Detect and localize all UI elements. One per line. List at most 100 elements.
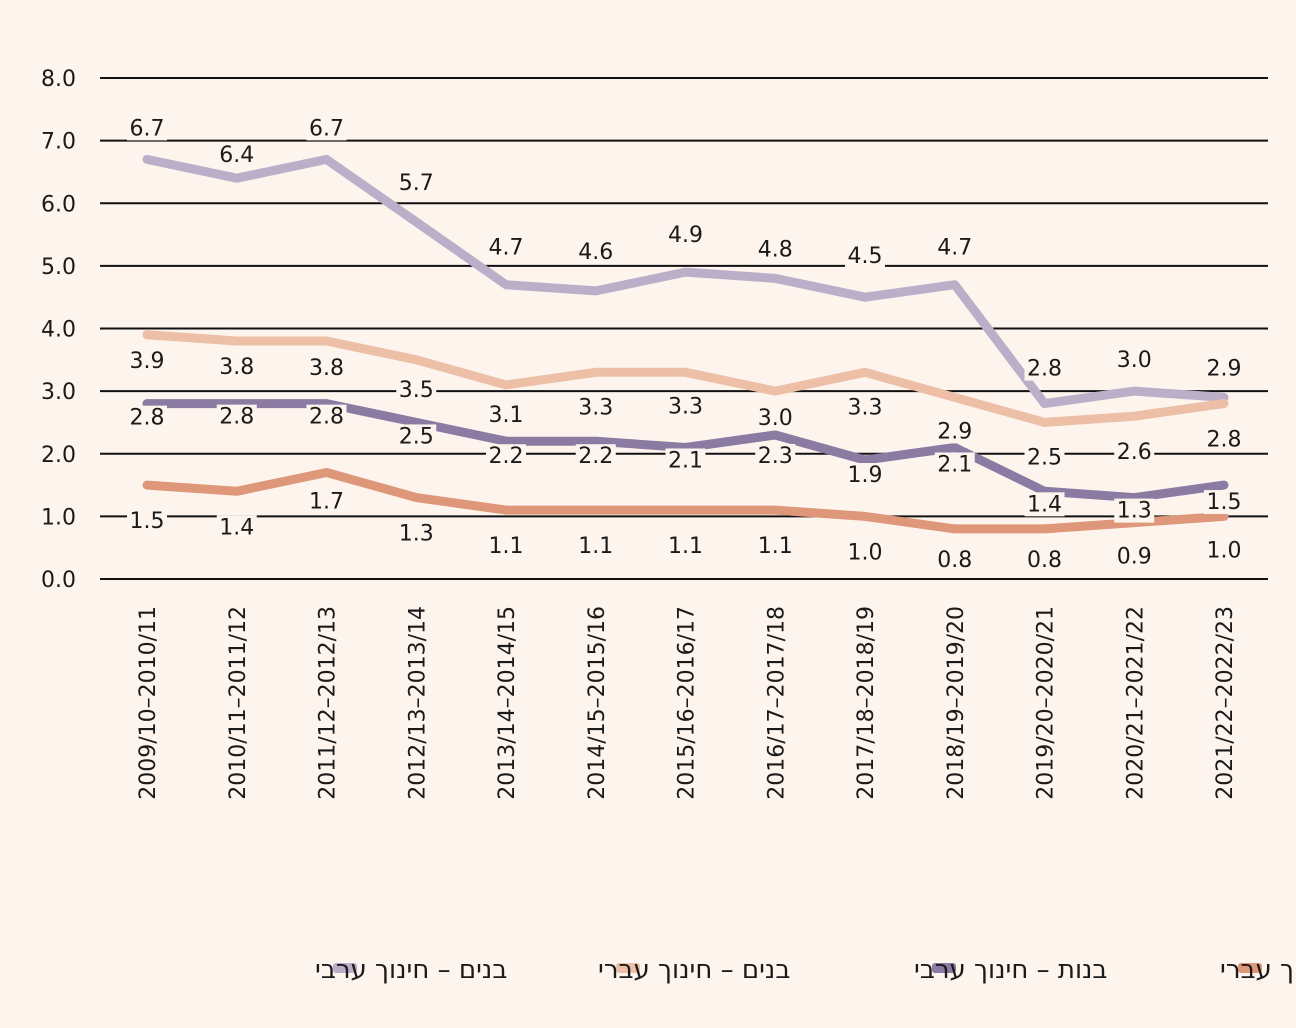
data-label-bg <box>127 509 167 534</box>
legend-swatch <box>616 963 640 973</box>
data-label-bg <box>575 239 616 264</box>
data-label: 3.3 <box>668 394 703 419</box>
legend-label: בנים – חינוך עברי <box>598 955 790 985</box>
data-label-bg <box>665 448 706 473</box>
data-label-bg <box>216 143 257 168</box>
data-label: 2.3 <box>758 444 793 469</box>
data-label-bg <box>575 395 616 420</box>
data-label-bg <box>845 463 885 488</box>
y-tick-label: 5.0 <box>41 255 76 280</box>
data-label: 1.5 <box>130 509 165 534</box>
data-label-bg <box>934 547 975 572</box>
data-label-bg <box>1204 538 1244 563</box>
data-label-bg <box>486 534 526 559</box>
x-tick-label: 2016/17–2017/18 <box>764 606 789 800</box>
data-label-bg <box>665 223 706 248</box>
series-line-0 <box>142 154 1229 409</box>
data-label-bg <box>1114 348 1155 373</box>
data-label: 1.0 <box>848 540 883 565</box>
data-label-bg <box>755 443 796 468</box>
data-label: 3.8 <box>309 356 344 381</box>
x-tick-label: 2015/16–2016/17 <box>675 606 700 800</box>
y-tick-label: 2.0 <box>41 443 76 468</box>
data-label: 2.8 <box>1207 428 1242 453</box>
data-label-bg <box>396 171 437 196</box>
y-axis: 0.0 1.0 2.0 3.0 4.0 5.0 6.0 7.0 8.0 <box>41 67 76 593</box>
data-label: 3.3 <box>848 395 883 420</box>
data-label-bg <box>1114 440 1155 465</box>
data-label-bg <box>665 394 706 419</box>
y-tick-label: 3.0 <box>41 380 76 405</box>
gridlines <box>100 77 1268 580</box>
data-label: 0.8 <box>1027 548 1062 573</box>
y-tick-label: 7.0 <box>41 130 76 155</box>
data-label: 3.0 <box>1117 348 1152 373</box>
legend-label: בנים – חינוך ערבי <box>315 955 507 985</box>
data-label-bg <box>575 534 616 559</box>
data-label-bg <box>486 444 526 469</box>
data-label-bg <box>1204 356 1244 381</box>
y-tick-label: 8.0 <box>41 67 76 92</box>
data-label-bg <box>396 424 437 449</box>
y-tick-label: 0.0 <box>41 568 76 593</box>
data-label-bg <box>845 395 885 420</box>
y-tick-label: 6.0 <box>41 192 76 217</box>
series-line-3 <box>142 468 1229 534</box>
data-label-bg <box>127 116 167 141</box>
data-label: 6.4 <box>219 143 254 168</box>
x-axis: 2009/10–2010/11 2010/11–2011/12 2011/12–20… <box>136 606 1238 800</box>
x-tick-label: 2009/10–2010/11 <box>136 606 161 800</box>
data-labels: 6.7 6.4 6.7 5.7 4.7 4.6 4.9 4.8 4.5 4.7 2.8 3.0 2.9 3… <box>127 116 1244 573</box>
data-label-bg <box>575 444 616 469</box>
data-label-bg <box>306 404 347 429</box>
data-label: 5.7 <box>399 171 434 196</box>
legend: בנות – חינוך עברי בנות – חינוך ערבי בנים –… <box>315 955 1296 985</box>
legend-label: בנות – חינוך ערבי <box>914 955 1107 985</box>
x-tick-label: 2011/12–2012/13 <box>316 606 341 800</box>
data-label: 2.2 <box>489 444 524 469</box>
data-label: 2.9 <box>937 419 972 444</box>
legend-swatch <box>932 963 956 973</box>
data-label-bg <box>845 540 885 565</box>
data-label-bg <box>934 235 975 260</box>
data-label: 1.0 <box>1207 538 1242 563</box>
data-label: 2.8 <box>130 406 165 431</box>
data-label: 2.6 <box>1117 440 1152 465</box>
data-label: 4.8 <box>758 237 793 262</box>
data-label-bg <box>934 419 975 444</box>
data-label-bg <box>1024 356 1065 381</box>
data-label: 1.1 <box>578 534 613 559</box>
data-label-bg <box>755 534 796 559</box>
data-label: 2.8 <box>309 405 344 430</box>
data-label: 2.5 <box>399 424 434 449</box>
data-label-bg <box>1114 544 1155 569</box>
x-tick-label: 2010/11–2011/12 <box>226 606 251 800</box>
data-label: 2.8 <box>219 405 254 430</box>
data-label: 4.7 <box>937 236 972 261</box>
data-label-bg <box>306 489 347 514</box>
data-label: 3.9 <box>130 349 165 374</box>
data-label: 4.7 <box>489 236 524 261</box>
data-label-bg <box>486 402 526 427</box>
data-label-bg <box>665 534 706 559</box>
data-label: 2.1 <box>937 452 972 477</box>
data-label-bg <box>1204 490 1244 515</box>
data-label: 1.3 <box>399 522 434 547</box>
x-tick-label: 2013/14–2014/15 <box>495 606 520 800</box>
series-line-2 <box>142 399 1229 503</box>
data-label-bg <box>216 404 257 429</box>
legend-label: בנות – חינוך עברי <box>1220 955 1296 985</box>
data-label-bg <box>755 237 796 262</box>
data-label: 2.5 <box>1027 445 1062 470</box>
data-label: 1.1 <box>758 534 793 559</box>
data-label: 1.3 <box>1117 499 1152 524</box>
x-tick-label: 2018/19–2019/20 <box>944 606 969 800</box>
data-label: 3.5 <box>399 378 434 403</box>
data-label-bg <box>1024 547 1065 572</box>
data-label: 2.2 <box>578 444 613 469</box>
data-label-bg <box>306 356 347 381</box>
data-label-bg <box>1024 492 1065 517</box>
x-tick-label: 2017/18–2018/19 <box>854 606 879 800</box>
data-label: 1.1 <box>668 534 703 559</box>
data-label: 4.6 <box>578 240 613 265</box>
